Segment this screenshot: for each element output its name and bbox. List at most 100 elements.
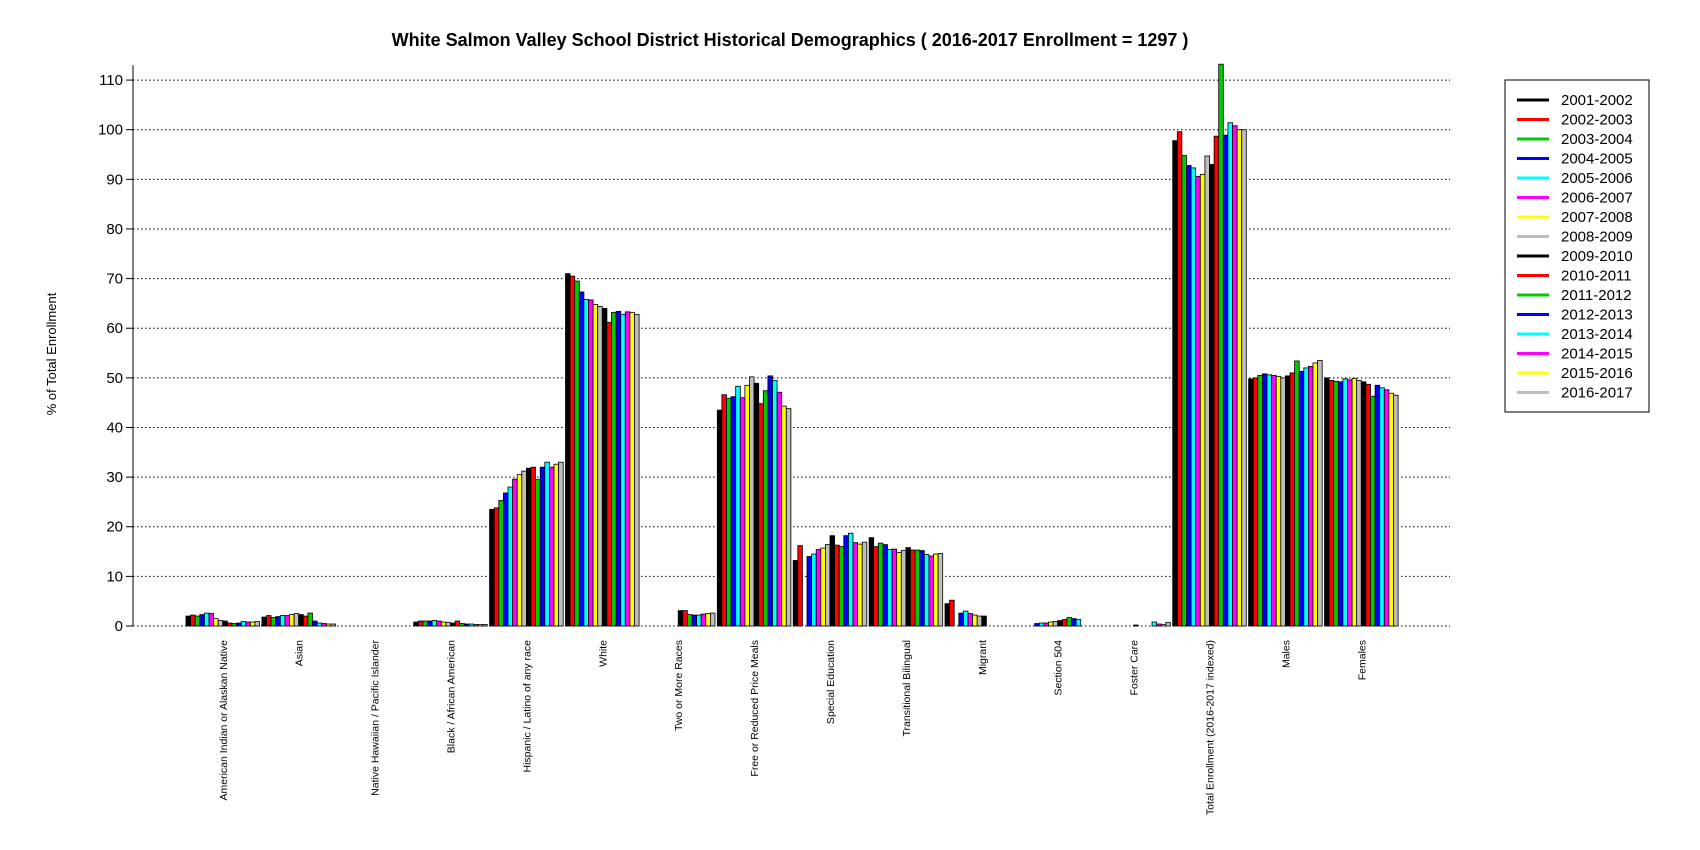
bar (963, 610, 969, 627)
bar (558, 461, 564, 627)
bar (1347, 379, 1353, 627)
bar (1034, 623, 1040, 627)
x-category-label: Two or More Races (673, 640, 685, 731)
bar (316, 622, 323, 627)
x-category-label: American Indian or Alaskan Native (218, 640, 230, 801)
bar (634, 313, 640, 627)
bars (185, 63, 1399, 627)
bar (1303, 367, 1309, 627)
y-tick-label: 60 (106, 320, 123, 337)
bar (1209, 164, 1215, 627)
y-tick-label: 40 (106, 419, 123, 436)
bar (776, 391, 783, 627)
bar (185, 615, 191, 627)
bar (1324, 377, 1330, 627)
bar (785, 408, 792, 627)
bar (553, 463, 559, 627)
bar (772, 379, 778, 627)
bar (972, 614, 978, 627)
bar (1066, 617, 1072, 627)
bar (539, 466, 546, 627)
bar (1342, 378, 1348, 627)
bar (507, 486, 513, 627)
bar (1181, 155, 1187, 627)
bar (549, 466, 555, 627)
bar (512, 478, 518, 627)
bar (700, 613, 707, 627)
bar (1052, 621, 1059, 627)
x-category-label: Asian (294, 640, 306, 666)
legend-label: 2005-2006 (1561, 170, 1633, 187)
bar (896, 552, 902, 627)
legend-label: 2011-2012 (1561, 287, 1632, 304)
bar (767, 375, 773, 627)
legend-label: 2014-2015 (1561, 346, 1633, 363)
bar (1172, 140, 1178, 627)
legend-label: 2004-2005 (1561, 151, 1633, 168)
legend-label: 2013-2014 (1561, 326, 1633, 343)
legend-label: 2012-2013 (1561, 307, 1633, 324)
bar (422, 620, 428, 627)
bar (1393, 394, 1399, 627)
bar (445, 622, 451, 627)
bar (744, 384, 750, 627)
bar (583, 299, 589, 627)
bar (1199, 173, 1206, 627)
bar (1213, 135, 1220, 627)
bar (1176, 131, 1183, 627)
bar (565, 273, 571, 627)
bar (1160, 624, 1167, 627)
legend-label: 2008-2009 (1561, 229, 1633, 246)
bar (489, 508, 495, 627)
y-tick-label: 0 (115, 618, 123, 635)
bar (1374, 384, 1381, 627)
bar (887, 549, 893, 627)
bar (944, 603, 950, 627)
bar (245, 621, 251, 627)
bar (882, 544, 888, 627)
bar (1356, 379, 1362, 627)
bar (1043, 622, 1049, 627)
bar (1312, 362, 1318, 627)
bar (222, 620, 228, 627)
bar (1379, 387, 1385, 627)
bar (431, 620, 438, 627)
legend-label: 2003-2004 (1561, 131, 1633, 148)
bar (569, 275, 576, 627)
bar (194, 615, 201, 627)
bar (417, 620, 424, 627)
bar (705, 613, 711, 627)
y-tick-label: 100 (98, 122, 123, 139)
bar (284, 615, 290, 627)
y-tick-label: 80 (106, 221, 123, 238)
bar (289, 614, 295, 627)
bar (1165, 622, 1171, 627)
bar (739, 397, 746, 627)
bar (933, 553, 939, 627)
bar (677, 610, 684, 627)
bar (1360, 381, 1367, 627)
bar (298, 614, 304, 627)
legend-label: 2010-2011 (1561, 268, 1632, 285)
bar (592, 303, 599, 627)
x-category-label: White (597, 640, 609, 667)
bar (302, 615, 309, 627)
bar (820, 547, 826, 627)
bar (735, 385, 741, 627)
bar (806, 556, 812, 627)
y-tick-label: 20 (106, 519, 123, 536)
bar (588, 299, 594, 627)
bar (1241, 129, 1247, 627)
bar (427, 620, 433, 627)
bar (721, 394, 727, 627)
bar (1218, 63, 1224, 627)
bar (937, 553, 944, 627)
bar (928, 555, 934, 627)
bar (597, 305, 603, 627)
bar (1317, 360, 1323, 627)
y-tick-label: 90 (106, 171, 123, 188)
bar (1133, 624, 1139, 627)
bar (730, 396, 737, 627)
x-category-label: Females (1356, 640, 1368, 680)
bar (1271, 374, 1277, 627)
